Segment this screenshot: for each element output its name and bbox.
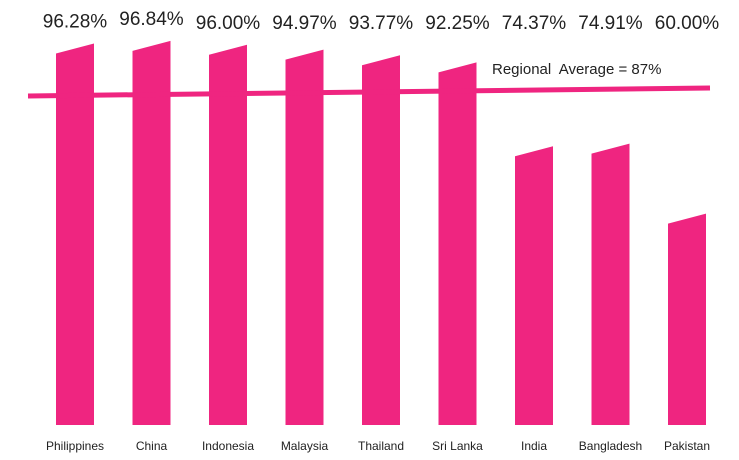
- x-tick-label: Indonesia: [202, 439, 254, 453]
- x-tick-label: Philippines: [46, 439, 104, 453]
- value-label: 74.37%: [502, 13, 567, 34]
- bar: [132, 40, 171, 426]
- bar: [438, 62, 477, 425]
- value-label: 92.25%: [425, 13, 490, 34]
- value-label: 96.00%: [196, 13, 261, 34]
- x-tick-label: Bangladesh: [579, 439, 642, 453]
- bar: [515, 146, 553, 425]
- x-tick-label: China: [136, 439, 168, 453]
- bar: [362, 55, 400, 425]
- value-label: 96.28%: [43, 11, 108, 32]
- value-label: 94.97%: [272, 13, 337, 34]
- x-tick-label: India: [521, 439, 547, 453]
- value-label: 93.77%: [349, 13, 414, 34]
- bar: [591, 143, 630, 425]
- x-tick-label: Thailand: [358, 439, 404, 453]
- x-tick-label: Sri Lanka: [432, 439, 483, 453]
- value-label: 74.91%: [578, 13, 643, 34]
- value-label: 60.00%: [655, 13, 720, 34]
- bar: [56, 43, 94, 425]
- x-tick-label: Pakistan: [664, 439, 710, 453]
- value-label: 96.84%: [119, 9, 184, 30]
- x-tick-label: Malaysia: [281, 439, 329, 453]
- bar: [209, 44, 247, 426]
- average-label: Regional Average = 87%: [492, 61, 661, 78]
- average-line: [27, 85, 711, 99]
- bar: [668, 213, 706, 425]
- bar: [285, 49, 324, 426]
